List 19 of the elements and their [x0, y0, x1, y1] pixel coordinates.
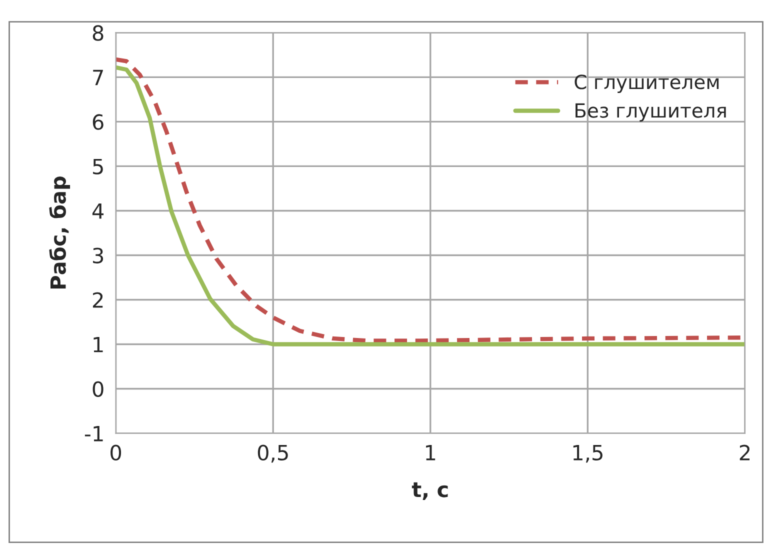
- y-tick-label: 5: [93, 158, 103, 174]
- y-tick-label: 8: [92, 25, 104, 41]
- y-tick-label: 1: [94, 336, 103, 352]
- y-tick-label: 4: [92, 203, 104, 219]
- x-tick-label: 0,5: [258, 444, 288, 463]
- x-tick-label: 0: [110, 444, 122, 461]
- legend-label: Без глушителя: [576, 103, 726, 122]
- y-axis-title: Рабс, бар: [49, 176, 70, 289]
- x-tick-label: 1,5: [573, 445, 602, 463]
- y-tick-label: 3: [93, 248, 104, 264]
- x-tick-label: 1: [426, 445, 436, 460]
- y-tick-label: 0: [92, 381, 104, 397]
- x-tick-label: 2: [740, 444, 750, 460]
- y-tick-label: 7: [93, 70, 103, 86]
- y-tick-label: 6: [92, 114, 104, 130]
- legend-label: С глушителем: [574, 74, 719, 94]
- y-tick-label: -1: [84, 426, 103, 442]
- x-axis-title: t, c: [412, 482, 448, 500]
- y-tick-label: 2: [92, 292, 103, 308]
